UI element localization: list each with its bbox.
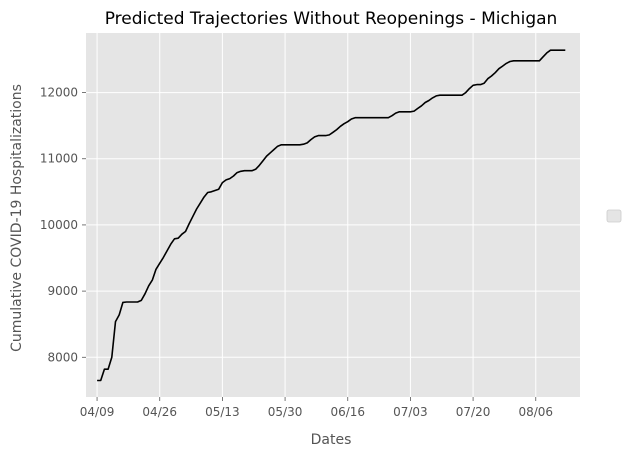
y-tick-label: 10000 [40, 218, 78, 232]
x-tick-label: 06/16 [330, 405, 365, 419]
x-tick-label: 07/03 [393, 405, 428, 419]
legend-box [606, 209, 622, 223]
plot-area [86, 33, 580, 397]
gridlines [82, 33, 580, 401]
series-line [97, 49, 566, 382]
x-tick-label: 05/13 [205, 405, 240, 419]
y-tick-label: 8000 [47, 350, 78, 364]
tick-labels: 04/09 04/26 05/13 05/30 06/16 07/03 07/20 08/06… [40, 86, 553, 419]
y-tick-label: 12000 [40, 86, 78, 100]
x-tick-label: 04/26 [142, 405, 177, 419]
y-tick-label: 9000 [47, 284, 78, 298]
x-tick-label: 08/06 [518, 405, 553, 419]
chart-title: Predicted Trajectories Without Reopening… [105, 9, 558, 29]
x-axis-label: Dates [311, 432, 352, 448]
x-tick-label: 04/09 [80, 405, 115, 419]
y-tick-label: 11000 [40, 152, 78, 166]
x-tick-label: 05/30 [268, 405, 303, 419]
y-axis-label: Cumulative COVID-19 Hospitalizations [9, 84, 25, 352]
x-tick-label: 07/20 [456, 405, 491, 419]
